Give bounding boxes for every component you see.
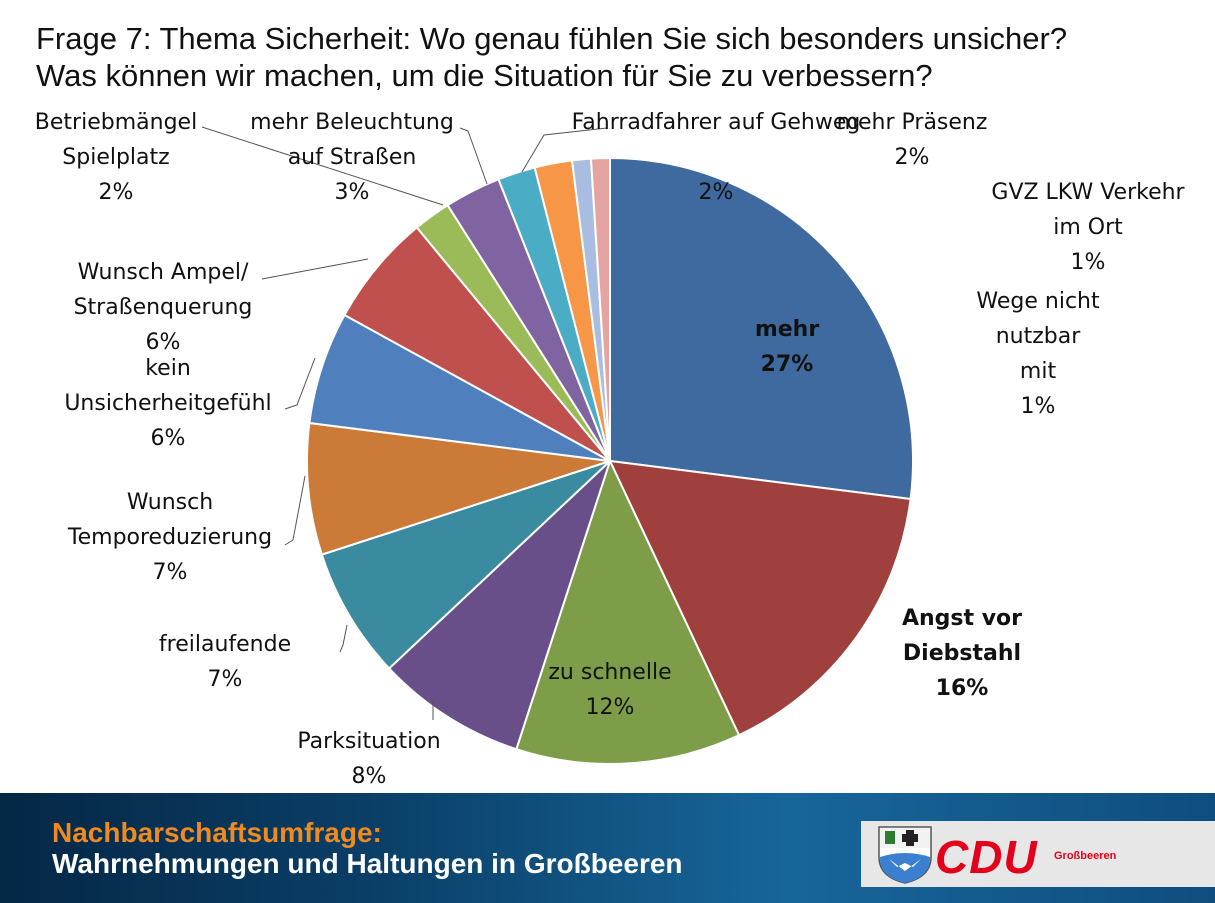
slice-value-label: 2% xyxy=(99,180,134,205)
slice-category-label: zu schnelle xyxy=(548,660,671,685)
slice-category-label: Betriebmängel xyxy=(35,110,197,135)
slice-value-label: 6% xyxy=(146,330,181,355)
leader-line xyxy=(261,258,369,280)
slice-value-label: 8% xyxy=(352,764,387,789)
slice-category-label: mehr Präsenz xyxy=(837,110,988,135)
slice-category-label: Straßenquerung xyxy=(74,295,253,320)
pie-slice xyxy=(387,460,611,751)
footer-subtitle: Wahrnehmungen und Haltungen in Großbeere… xyxy=(52,848,683,879)
pie-slices xyxy=(306,156,914,765)
slice-category-label: Fahrradfahrer auf Gehweg xyxy=(572,110,861,135)
slice-category-label: auf Straßen xyxy=(288,145,417,170)
slice-category-label: Temporeduzierung xyxy=(67,525,272,550)
pie-slice xyxy=(608,459,912,737)
pie-slice xyxy=(320,460,611,670)
slice-value-label: 1% xyxy=(1071,250,1106,275)
slice-category-label: Wunsch Ampel/ xyxy=(78,260,249,285)
slice-value-label: 7% xyxy=(153,560,188,585)
footer-banner: Nachbarschaftsumfrage: Wahrnehmungen und… xyxy=(0,793,1215,903)
pie-slice xyxy=(515,458,741,765)
cdu-logo-town: Großbeeren xyxy=(1054,850,1117,862)
slice-value-label: 2% xyxy=(895,145,930,170)
slice-value-label: 16% xyxy=(936,676,989,701)
slice-category-label: mit xyxy=(1020,359,1057,384)
coat-of-arms-icon xyxy=(878,826,932,884)
leader-line xyxy=(339,624,348,653)
slice-category-label: mehr Beleuchtung xyxy=(250,110,454,135)
slice-value-label: 1% xyxy=(1021,394,1056,419)
slice-category-label: Parksituation xyxy=(297,729,440,754)
leader-line xyxy=(284,357,316,410)
slice-category-label: freilaufende xyxy=(159,632,291,657)
leader-line xyxy=(284,475,306,546)
slice-category-label: Wege nicht xyxy=(976,289,1100,314)
slice-category-label: Spielplatz xyxy=(62,145,169,170)
leader-line xyxy=(459,127,488,185)
chart-title: Frage 7: Thema Sicherheit: Wo genau fühl… xyxy=(36,20,1206,94)
slice-value-label: 7% xyxy=(208,667,243,692)
slice-value-label: 3% xyxy=(335,180,370,205)
cdu-logo-text: CDU xyxy=(935,831,1038,883)
slice-category-label: nutzbar xyxy=(996,324,1082,349)
slice-category-label: Wunsch xyxy=(127,490,213,515)
pie-chart: mehr 27% Angst vor Diebstahl 16% zu schnelle 1… xyxy=(35,110,1186,789)
slice-value-label: 12% xyxy=(586,695,635,720)
slice-category-label: kein xyxy=(145,356,191,381)
leader-line xyxy=(521,127,608,173)
pie-slice xyxy=(306,421,611,556)
title-line-2: Was können wir machen, um die Situation … xyxy=(36,58,933,93)
cdu-logo: CDU Großbeeren xyxy=(861,821,1215,887)
title-line-1: Frage 7: Thema Sicherheit: Wo genau fühl… xyxy=(36,21,1068,56)
pie-slice xyxy=(609,156,914,501)
slice-value-label: 2% xyxy=(699,180,734,205)
slice-category-label: Diebstahl xyxy=(903,641,1021,666)
leader-line xyxy=(201,126,444,206)
pie-slice xyxy=(589,156,611,462)
pie-labels: mehr 27% Angst vor Diebstahl 16% zu schnelle 1… xyxy=(35,110,1186,789)
slice-value-label: 27% xyxy=(761,352,814,377)
slice-category-label: im Ort xyxy=(1053,215,1123,240)
slice-category-label: Unsicherheitgefühl xyxy=(64,391,271,416)
footer-title: Nachbarschaftsumfrage: xyxy=(52,817,382,848)
slice-category-label: Angst vor xyxy=(902,606,1022,631)
slice-value-label: 6% xyxy=(151,426,186,451)
slice-category-label: GVZ LKW Verkehr xyxy=(991,180,1185,205)
slice-category-label: mehr xyxy=(755,317,820,342)
